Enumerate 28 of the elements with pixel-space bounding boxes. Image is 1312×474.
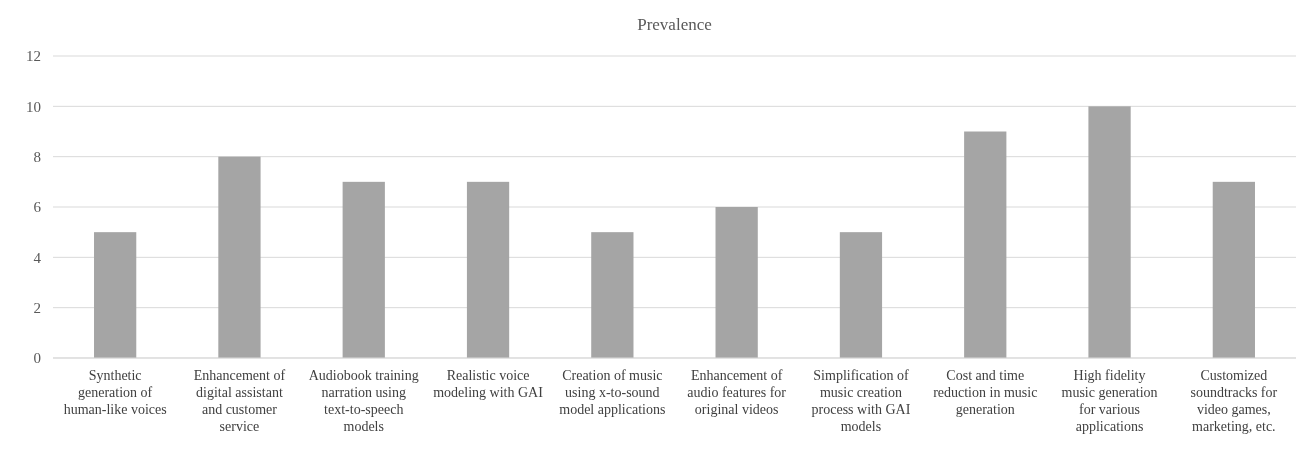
y-tick-label: 8	[33, 148, 41, 165]
bar	[342, 181, 385, 358]
bar	[1088, 106, 1131, 358]
y-tick-label: 12	[26, 48, 41, 65]
x-tick-label: Creation of music using x-to-sound model applications	[559, 368, 666, 417]
bar	[591, 232, 634, 358]
y-tick-label: 6	[33, 199, 42, 216]
x-tick-label: Customized soundtracks for video games, marketing, etc.	[1190, 368, 1278, 434]
x-tick-label: Enhancement of digital assistant and customer service	[193, 368, 286, 434]
x-tick-label: Cost and time reduction in music generation	[933, 368, 1038, 417]
bar	[466, 181, 510, 358]
bar	[218, 156, 261, 358]
x-tick-label: Enhancement of audio features for original videos	[687, 368, 787, 417]
bar	[1212, 181, 1255, 358]
y-tick-label: 10	[26, 98, 41, 115]
x-tick-label: High fidelity music generation for various applications	[1061, 368, 1158, 434]
y-tick-label: 4	[33, 249, 42, 266]
y-tick-label: 0	[33, 350, 41, 367]
bar	[839, 232, 883, 358]
x-tick-label: Synthetic generation of human-like voices	[63, 368, 167, 417]
bar	[964, 131, 1007, 358]
x-tick-label: Simplification of music creation process with GAI models	[811, 368, 911, 434]
y-tick-label: 2	[33, 299, 41, 316]
chart-title: Prevalence	[637, 15, 712, 34]
x-tick-label: Realistic voice modeling with GAI	[433, 368, 544, 400]
x-tick-label: Audiobook training narration using text-to-speech models	[308, 368, 419, 434]
bar	[715, 207, 758, 358]
bar	[94, 232, 137, 358]
